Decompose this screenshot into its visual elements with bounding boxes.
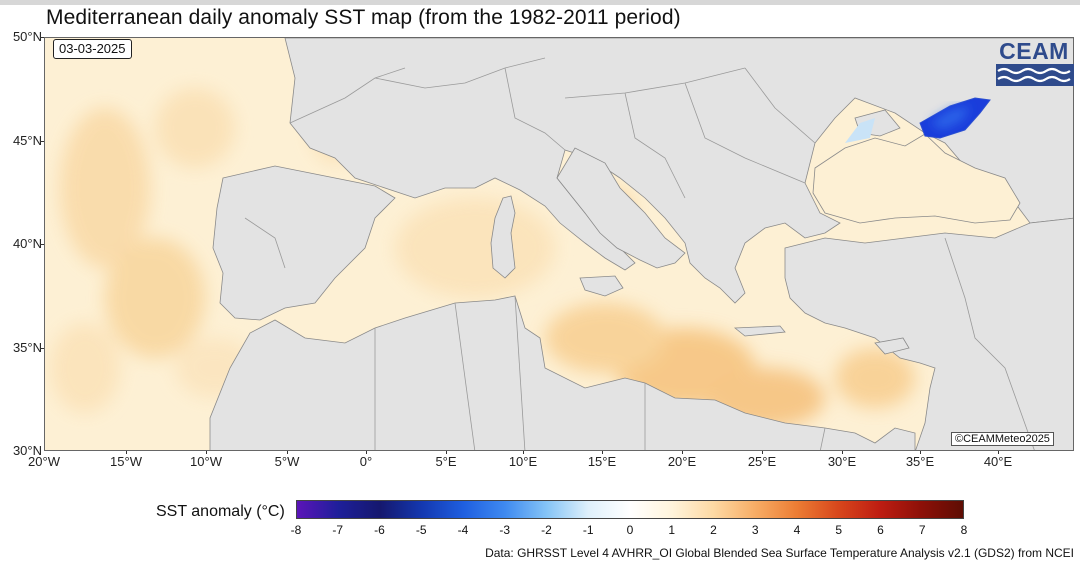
lon-tick-mark [287,451,288,454]
lon-tick-label: 40°E [983,454,1013,469]
lon-tick-mark [762,451,763,454]
colorbar-tick-label: 1 [668,523,676,537]
lon-tick-label: 10°W [190,454,222,469]
data-source-note: Data: GHRSST Level 4 AVHRR_OI Global Ble… [485,546,1074,560]
date-label: 03-03-2025 [53,39,132,59]
top-strip [0,0,1080,5]
colorbar-tick-label: -5 [415,523,427,537]
azov-sea-cold-anomaly [919,97,991,139]
lat-tick-label: 30°N [12,443,42,458]
colorbar-tick-label: 5 [835,523,843,537]
logo-text: CEAM [999,38,1069,64]
lon-tick-mark [602,451,603,454]
copyright-credit: ©CEAMMeteo2025 [951,432,1054,446]
lon-tick-label: 10°E [508,454,538,469]
colorbar-tick-label: 6 [877,523,884,537]
colorbar-tick-label: 2 [710,523,717,537]
colorbar-tick-label: -1 [582,523,594,537]
lat-tick-label: 50°N [12,29,42,44]
lon-tick-mark [682,451,683,454]
lat-tick-mark [40,244,44,245]
lon-tick-mark [126,451,127,454]
lon-tick-label: 5°E [435,454,457,469]
sst-anomaly-map [44,37,1074,451]
lat-tick-label: 35°N [12,340,42,355]
lon-tick-label: 0° [359,454,373,469]
land-masses [209,38,1073,450]
lat-tick-mark [40,348,44,349]
colorbar [296,500,964,519]
lat-tick-mark [40,37,44,38]
colorbar-tick-label: 7 [918,523,926,537]
lon-tick-label: 15°W [110,454,142,469]
lon-tick-label: 20°W [28,454,60,469]
map-canvas [45,38,1073,450]
colorbar-tick-label: -2 [541,523,552,537]
colorbar-tick-label: -7 [332,523,344,537]
country-borders [244,57,1035,450]
lon-tick-mark [920,451,921,454]
lon-tick-label: 5°W [274,454,300,469]
lon-tick-mark [523,451,524,454]
lat-tick-label: 45°N [12,133,42,148]
colorbar-tick-label: -6 [374,523,385,537]
lon-tick-label: 30°E [827,454,857,469]
lon-tick-mark [998,451,999,454]
lon-tick-label: 35°E [905,454,935,469]
ceam-logo: CEAM [996,38,1074,88]
colorbar-tick-label: 8 [960,523,968,537]
lon-tick-mark [206,451,207,454]
colorbar-label: SST anomaly (°C) [156,503,285,520]
lon-tick-label: 20°E [667,454,697,469]
map-title: Mediterranean daily anomaly SST map (fro… [46,6,681,29]
colorbar-tick-label: 0 [626,523,634,537]
lon-tick-mark [446,451,447,454]
lon-tick-mark [842,451,843,454]
colorbar-tick-label: 3 [751,523,759,537]
lat-tick-mark [40,141,44,142]
colorbar-tick-label: -8 [290,523,302,537]
lon-tick-label: 25°E [747,454,777,469]
black-sea [812,118,1021,224]
colorbar-tick-label: -4 [457,523,469,537]
colorbar-tick-label: 4 [793,523,801,537]
colorbar-tick-label: -3 [499,523,511,537]
lon-tick-label: 15°E [587,454,617,469]
waves-icon [996,64,1074,86]
lon-tick-mark [366,451,367,454]
lat-tick-label: 40°N [12,236,42,251]
